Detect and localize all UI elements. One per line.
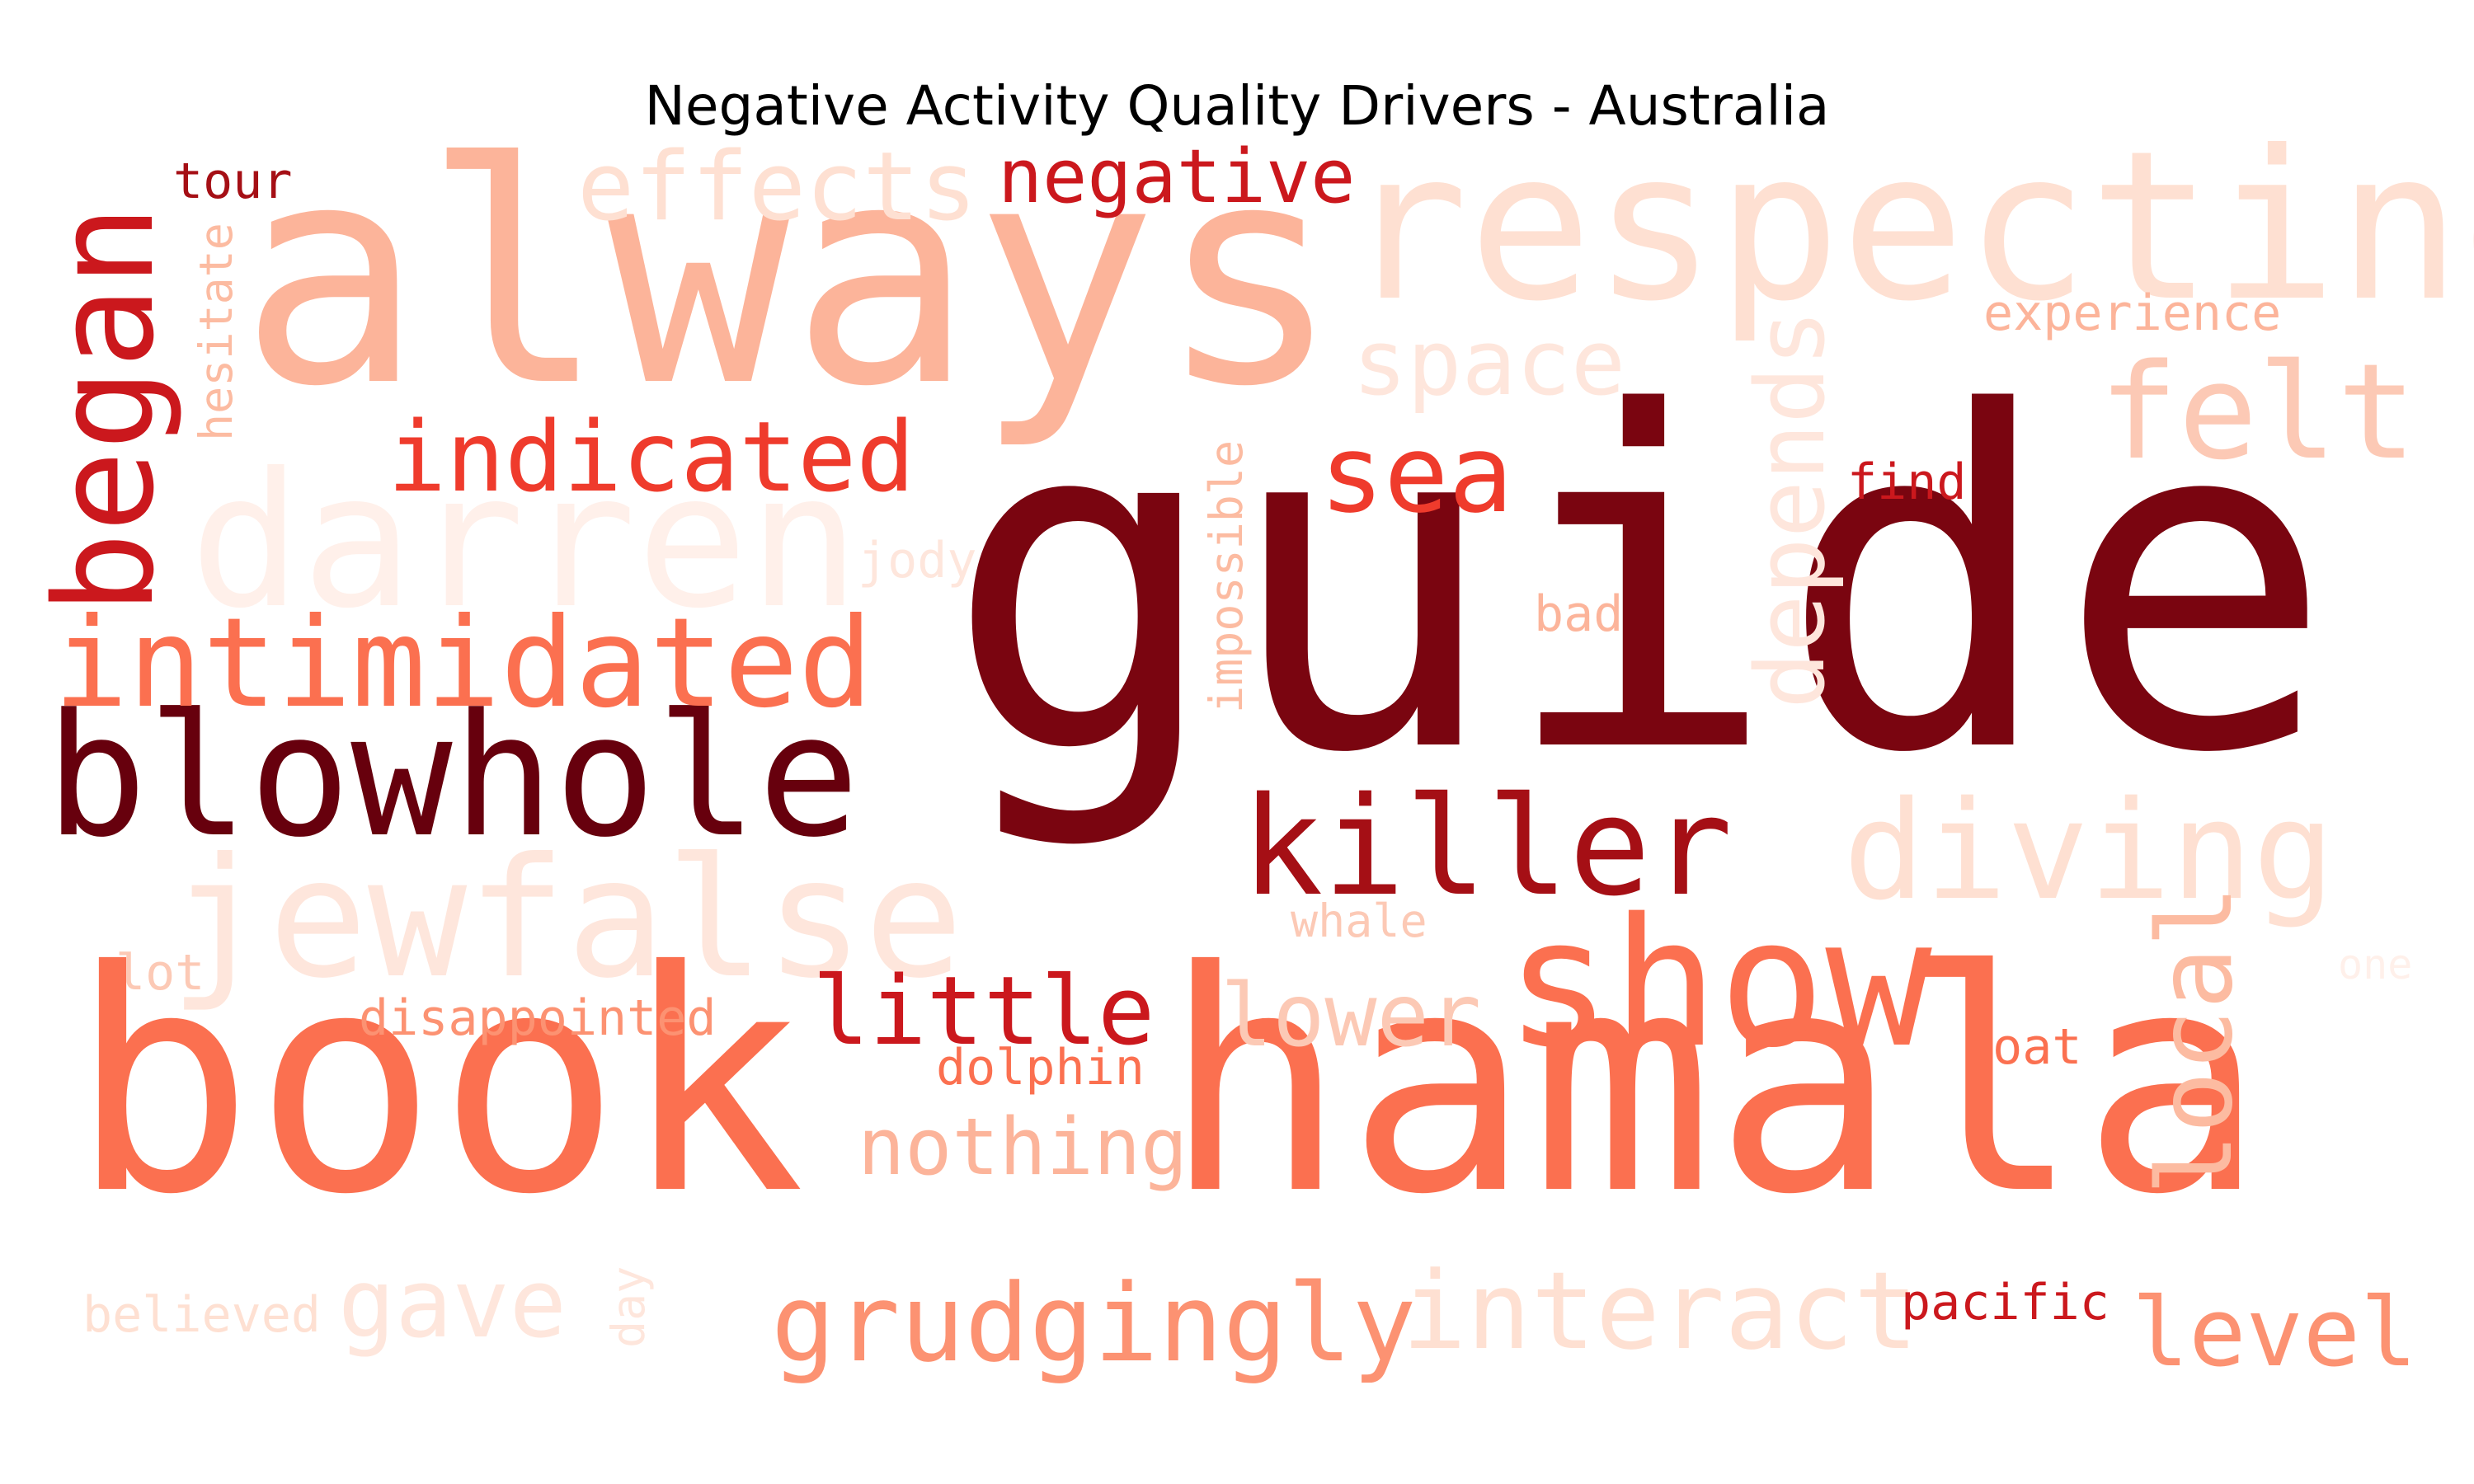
word-grudgingly: grudgingly	[771, 1261, 1417, 1386]
word-pacific: pacific	[1901, 1274, 2109, 1331]
word-felt: felt	[2099, 335, 2417, 489]
word-negative: negative	[998, 134, 1356, 220]
word-indicated: indicated	[388, 400, 915, 514]
word-local: local	[2136, 885, 2255, 1195]
word-interact: interact	[1402, 1248, 1919, 1374]
word-disappointed: disappointed	[359, 989, 717, 1047]
word-jody: jody	[858, 532, 977, 589]
word-began: began	[26, 204, 184, 614]
word-darren: darren	[190, 434, 860, 650]
word-jewfalse: jewfalse	[169, 823, 964, 1015]
word-sea: sea	[1319, 411, 1513, 537]
word-believed: believed	[82, 1286, 321, 1344]
word-little: little	[812, 956, 1155, 1067]
cloud-title: Negative Activity Quality Drivers - Aust…	[644, 74, 1830, 138]
word-gave: gave	[338, 1249, 567, 1360]
word-respecting: respecting	[1344, 106, 2474, 346]
word-tour: tour	[173, 153, 293, 210]
word-always: always	[239, 99, 1342, 453]
word-book: book	[70, 907, 806, 1261]
word-level: level	[2132, 1278, 2418, 1388]
word-boat: boat	[1963, 1018, 2082, 1076]
word-lot: lot	[115, 944, 205, 1002]
word-lower: lower	[1221, 965, 1482, 1066]
word-hesitate: hesitate	[190, 223, 242, 441]
word-nothing: nothing	[858, 1102, 1188, 1193]
word-show: show	[1505, 880, 1932, 1087]
word-diving: diving	[1843, 772, 2335, 930]
word-dolphin: dolphin	[936, 1039, 1145, 1097]
word-hamala: hamala	[1163, 907, 2265, 1261]
word-find: find	[1847, 453, 1967, 511]
word-effects: effects	[577, 132, 977, 242]
word-bad: bad	[1534, 585, 1624, 643]
word-killer: killer	[1241, 768, 1733, 926]
word-one: one	[2338, 941, 2413, 989]
word-impossible: impossible	[1200, 439, 1253, 713]
word-day: day	[602, 1266, 655, 1348]
word-space: space	[1352, 310, 1626, 416]
word-experience: experience	[1983, 284, 2282, 342]
word-guide: guide	[944, 317, 2335, 854]
word-blowhole: blowhole	[45, 679, 860, 875]
word-depends: depends	[1736, 309, 1846, 709]
word-whale: whale	[1291, 895, 1427, 947]
word-intimidated: intimidated	[54, 592, 873, 735]
